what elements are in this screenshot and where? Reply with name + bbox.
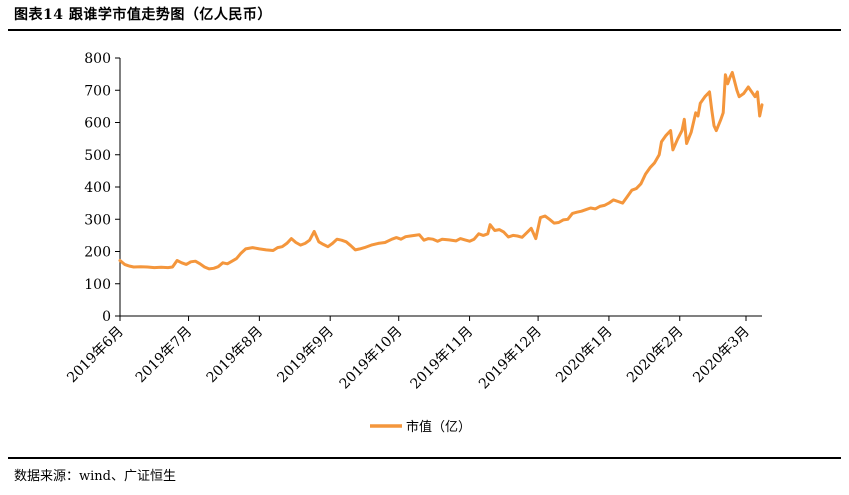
x-tick-label: 2020年3月	[690, 324, 753, 387]
x-tick-label: 2020年1月	[553, 324, 616, 387]
x-tick-label: 2019年7月	[133, 324, 196, 387]
market-cap-line-chart: 0 100 200 300 400 500 600 700 800 2019年6月 2019年7月…	[64, 51, 764, 435]
y-tick-label: 400	[84, 180, 111, 196]
series-layer	[118, 71, 764, 271]
x-tick-label: 2019年10月	[337, 324, 406, 393]
series-line-0	[118, 71, 764, 271]
x-axis: 2019年6月 2019年7月 2019年8月 2019年9月 2019年10月 2019…	[64, 315, 762, 393]
y-tick-label: 100	[84, 277, 111, 293]
chart-title: 图表14 跟谁学市值走势图（亿人民币）	[14, 7, 272, 23]
legend-label: 市值（亿）	[406, 419, 471, 435]
y-tick-label: 600	[84, 116, 111, 132]
y-tick-label: 0	[102, 309, 111, 325]
legend: 市值（亿）	[370, 419, 471, 435]
y-tick-label: 700	[84, 83, 111, 99]
x-tick-label: 2019年9月	[274, 324, 337, 387]
source-note: 数据来源：wind、广证恒生	[14, 469, 176, 484]
x-tick-label: 2019年6月	[64, 324, 127, 387]
x-tick-label: 2019年8月	[204, 324, 267, 387]
y-tick-label: 800	[84, 51, 111, 67]
x-tick-label: 2020年2月	[624, 324, 687, 387]
y-axis: 0 100 200 300 400 500 600 700 800	[84, 51, 121, 325]
bottom-rule	[8, 457, 841, 459]
y-tick-label: 300	[84, 212, 111, 228]
y-tick-label: 200	[84, 245, 111, 261]
x-tick-label: 2019年12月	[476, 324, 545, 393]
y-tick-label: 500	[84, 148, 111, 164]
x-tick-label: 2019年11月	[407, 324, 476, 393]
top-rule	[8, 29, 841, 31]
